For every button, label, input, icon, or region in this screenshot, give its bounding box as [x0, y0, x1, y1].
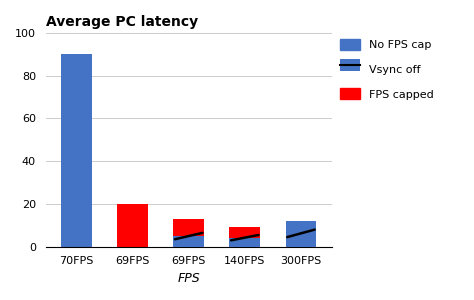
Bar [173, 236, 204, 247]
Bar [173, 219, 204, 247]
Bar [285, 221, 316, 247]
Bar [117, 204, 148, 247]
Bar [229, 238, 260, 247]
Bar [229, 227, 260, 247]
X-axis label: FPS: FPS [177, 272, 200, 285]
Bar [61, 54, 92, 247]
Text: Average PC latency: Average PC latency [46, 15, 198, 29]
Legend: No FPS cap, Vsync off, FPS capped: No FPS cap, Vsync off, FPS capped [340, 38, 434, 100]
